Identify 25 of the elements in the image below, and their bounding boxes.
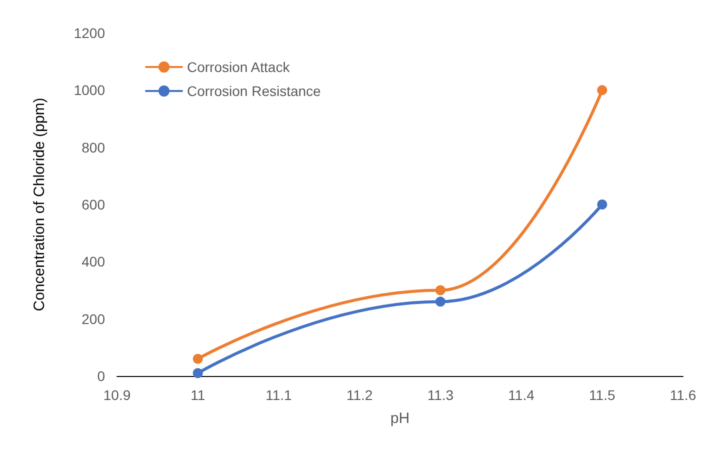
x-tick-label: 11.3	[427, 387, 454, 403]
x-tick-label: 10.9	[103, 387, 131, 403]
legend-label: Corrosion Resistance	[187, 83, 322, 99]
y-tick-label: 1200	[74, 25, 106, 41]
y-tick-label: 0	[97, 368, 106, 384]
x-tick-label: 11.6	[670, 387, 696, 403]
y-tick-label: 1000	[74, 82, 106, 98]
y-tick-label: 200	[82, 310, 106, 327]
x-axis-title: pH	[390, 410, 410, 427]
point	[435, 285, 446, 296]
point	[597, 200, 608, 210]
legend-label: Corrosion Attack	[187, 59, 291, 75]
y-tick-label: 600	[82, 196, 106, 212]
x-tick-label: 11.5	[589, 387, 616, 403]
y-tick-label: 400	[82, 254, 106, 270]
x-tick-label: 11	[190, 387, 206, 403]
point	[597, 85, 608, 96]
x-tick-label: 11.1	[266, 387, 292, 403]
x-tick-label: 11.2	[346, 387, 373, 403]
y-axis-title: Concentration of Chloride (ppm)	[31, 98, 48, 312]
point	[435, 296, 446, 307]
y-tick-label: 800	[82, 139, 106, 156]
point	[192, 354, 203, 364]
point	[192, 368, 203, 378]
x-tick-label: 11.4	[508, 387, 535, 403]
